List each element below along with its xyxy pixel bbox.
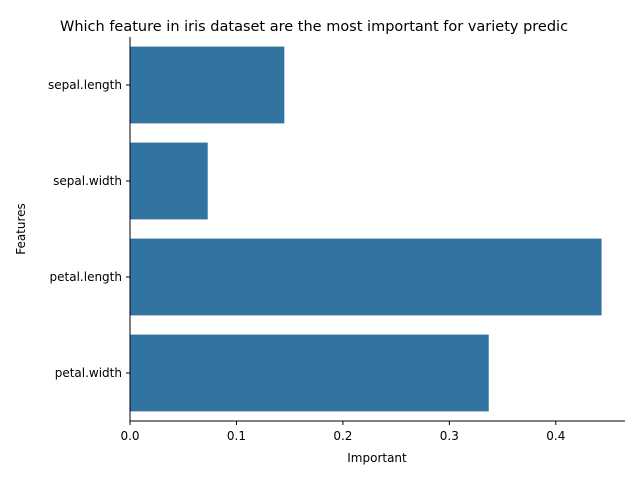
bar-sepal-length — [130, 46, 285, 124]
y-tick-label: petal.width — [55, 366, 122, 380]
x-axis-label: Important — [347, 451, 407, 465]
x-tick-label: 0.4 — [546, 429, 565, 443]
y-axis-ticks: sepal.length sepal.width petal.length petal… — [48, 78, 130, 380]
y-tick-label: sepal.width — [53, 174, 122, 188]
x-tick-label: 0.0 — [120, 429, 139, 443]
chart-title: Which feature in iris dataset are the mo… — [60, 19, 568, 35]
y-tick-label: petal.length — [50, 270, 122, 284]
bars-group — [130, 46, 602, 412]
bar-sepal-width — [130, 142, 208, 220]
y-axis-label: Features — [14, 203, 28, 255]
x-tick-label: 0.2 — [333, 429, 352, 443]
bar-petal-length — [130, 238, 602, 316]
bar-petal-width — [130, 334, 489, 412]
x-axis-ticks: 0.0 0.1 0.2 0.3 0.4 — [120, 421, 565, 443]
x-tick-label: 0.1 — [227, 429, 246, 443]
x-tick-label: 0.3 — [440, 429, 459, 443]
y-tick-label: sepal.length — [48, 78, 122, 92]
